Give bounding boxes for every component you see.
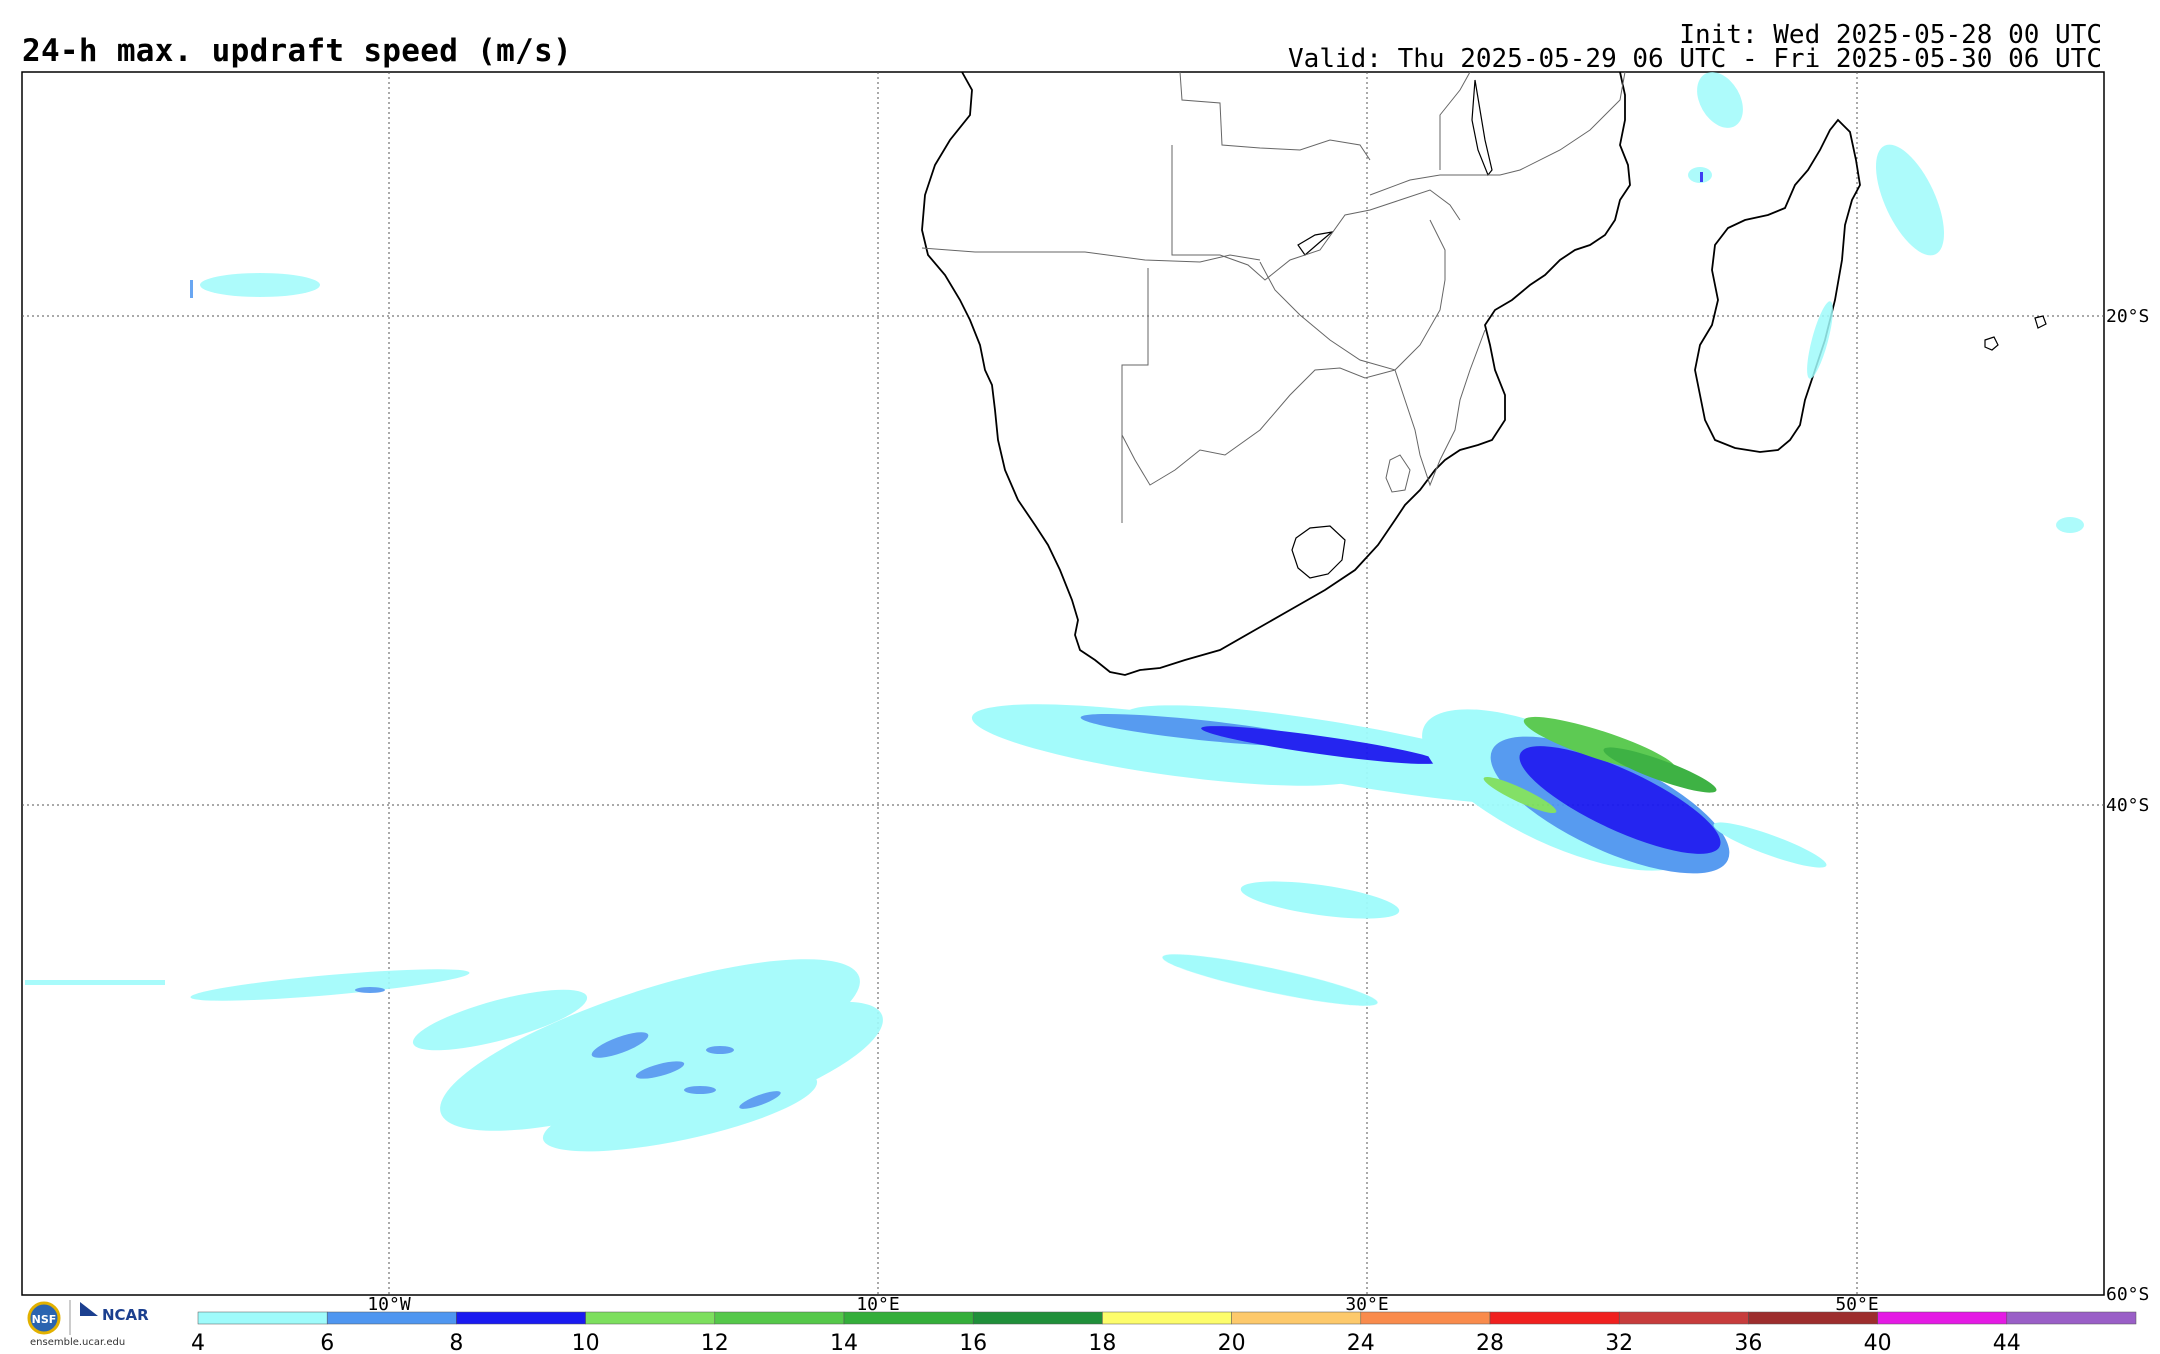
colorbar-swatch	[1360, 1311, 1491, 1325]
colorbar-swatch	[1102, 1311, 1232, 1325]
africa-coastline	[921, 71, 1631, 676]
graticule	[22, 72, 2104, 1295]
colorbar-tick-label: 18	[1088, 1331, 1116, 1354]
colorbar-tick-label: 36	[1734, 1331, 1762, 1354]
lat-label: 20°S	[2106, 306, 2149, 327]
lat-labels: 20°S 40°S 60°S	[2106, 306, 2149, 1305]
colorbar-tick-label: 32	[1605, 1331, 1633, 1354]
lon-label: 50°E	[1835, 1294, 1878, 1315]
colorbar-swatch	[1231, 1311, 1362, 1325]
border-namibia-botswana	[1121, 268, 1149, 523]
colorbar-swatch	[585, 1311, 716, 1325]
colorbar-swatch	[843, 1311, 974, 1325]
lesotho-outline	[1291, 525, 1346, 579]
lat-label: 60°S	[2106, 1284, 2149, 1305]
colorbar-tick-label: 6	[320, 1331, 334, 1354]
colorbar-swatch	[197, 1311, 328, 1325]
colorbar-tick-label: 40	[1864, 1331, 1892, 1354]
colorbar-swatch	[1748, 1311, 1878, 1325]
border-east	[1439, 71, 1471, 170]
lon-label: 30°E	[1345, 1294, 1388, 1315]
border-mozambique	[1394, 329, 1486, 487]
ncar-logo-mark	[80, 1302, 98, 1316]
ncar-logo-text: NCAR	[102, 1306, 149, 1324]
colorbar-swatch	[1618, 1311, 1749, 1325]
colorbar	[197, 1311, 2137, 1325]
colorbar-swatch	[456, 1311, 586, 1325]
colorbar-tick-label: 24	[1347, 1331, 1375, 1354]
swath-west-band	[25, 969, 470, 1001]
coastlines	[921, 71, 2047, 676]
mauritius-outline	[1984, 336, 1999, 351]
colorbar-tick-label: 14	[830, 1331, 858, 1354]
nsf-logo: NSF	[27, 1301, 61, 1335]
logo-site-url: ensemble.ucar.edu	[30, 1337, 126, 1348]
lake-kariba	[1297, 231, 1335, 256]
border-drc-zambia	[1179, 71, 1371, 161]
colorbar-tick-label: 28	[1476, 1331, 1504, 1354]
border-tanzania	[1369, 71, 1626, 196]
swath-south-atlantic	[412, 959, 883, 1152]
colorbar-tick-label: 44	[1993, 1331, 2021, 1354]
colorbar-swatch	[326, 1311, 457, 1325]
colorbar-swatch	[1877, 1311, 2008, 1325]
colorbar-tick-label: 16	[959, 1331, 987, 1354]
valid-period-label: Valid: Thu 2025-05-29 06 UTC - Fri 2025-…	[1288, 44, 2102, 74]
colorbar-swatch	[972, 1311, 1103, 1325]
colorbar-tick-label: 20	[1218, 1331, 1246, 1354]
updraft-field	[25, 72, 2084, 1152]
reunion-outline	[2034, 315, 2047, 329]
border-zambia	[1171, 145, 1461, 281]
lake-malawi	[1471, 79, 1493, 177]
madagascar-coastline	[1694, 118, 1861, 453]
svg-text:NSF: NSF	[32, 1313, 57, 1326]
colorbar-tick-label: 4	[191, 1331, 205, 1354]
swath-north	[190, 72, 2084, 533]
colorbar-swatch	[2006, 1311, 2137, 1325]
map-frame	[21, 71, 2105, 1296]
lon-label: 10°E	[856, 1294, 899, 1315]
colorbar-tick-label: 12	[701, 1331, 729, 1354]
lon-label: 10°W	[367, 1294, 411, 1315]
country-borders	[921, 71, 1626, 523]
border-eswatini	[1385, 454, 1411, 493]
colorbar-tick-label: 8	[449, 1331, 463, 1354]
border-angola-namibia	[921, 247, 1261, 263]
colorbar-swatch	[1489, 1311, 1620, 1325]
init-time-label: Init: Wed 2025-05-28 00 UTC	[1679, 20, 2102, 50]
lon-labels: 10°W 10°E 30°E 50°E	[367, 1294, 1878, 1315]
colorbar-ticks: 4 6 8 10 12 14 16 18 20 24 28 32 36 40 44	[191, 1331, 2021, 1354]
border-botswana-sa	[1121, 367, 1396, 486]
colorbar-tick-label: 10	[572, 1331, 600, 1354]
swath-southwest-africa	[971, 704, 1827, 1006]
lat-label: 40°S	[2106, 795, 2149, 816]
map-title: 24-h max. updraft speed (m/s)	[22, 33, 572, 69]
colorbar-swatch	[714, 1311, 845, 1325]
